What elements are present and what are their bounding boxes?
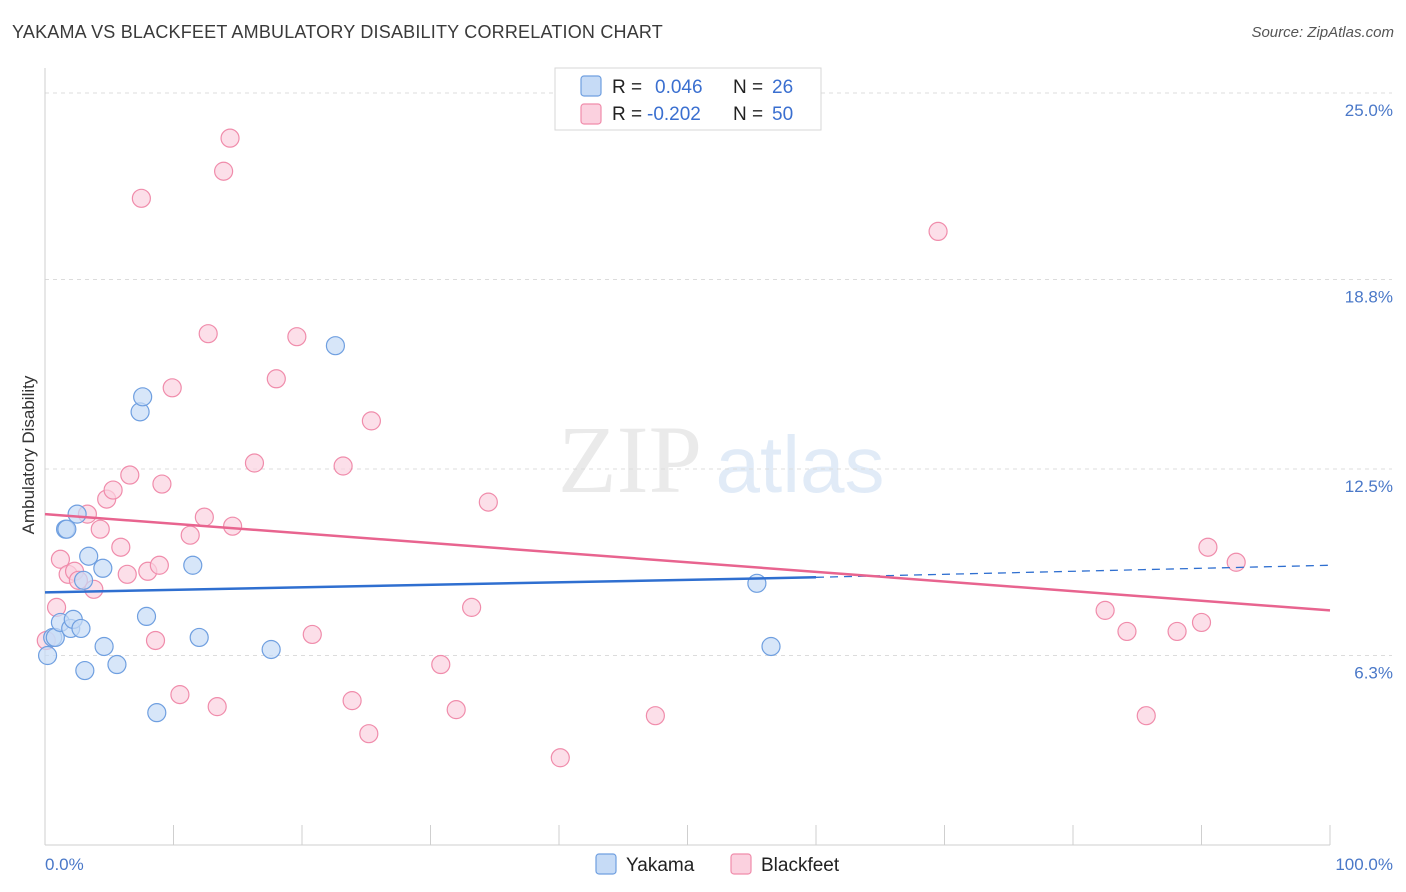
blackfeet-point (431, 654, 451, 675)
bottom-legend-blackfeet: Blackfeet (761, 855, 840, 876)
blackfeet-point (1198, 537, 1218, 557)
bottom-legend-yakama: Yakama (626, 855, 695, 876)
legend-r-value-2: -0.202 (647, 104, 701, 125)
yakama-point (189, 627, 209, 648)
chart-title: YAKAMA VS BLACKFEET AMBULATORY DISABILIT… (12, 22, 663, 42)
yakama-trend-line (44, 576, 817, 594)
blackfeet-point (361, 411, 381, 431)
yakama-point (183, 555, 203, 575)
blackfeet-point (244, 453, 265, 473)
blackfeet-point (149, 555, 169, 575)
yakama-point (261, 639, 281, 660)
blackfeet-point (180, 525, 200, 545)
yakama-point (37, 645, 58, 666)
blackfeet-point (302, 624, 322, 645)
bottom-legend-swatch-yakama (595, 853, 617, 875)
x-tick-label-max: 100.0% (1335, 855, 1393, 874)
blackfeet-point (223, 516, 243, 536)
yakama-point (93, 558, 113, 578)
blackfeet-point (90, 519, 110, 539)
axes (44, 68, 1331, 846)
blackfeet-point (117, 564, 137, 584)
blackfeet-point (214, 161, 234, 181)
watermark-zip: ZIP (558, 406, 702, 513)
blackfeet-point (103, 480, 123, 500)
legend-n-value-1: 26 (772, 77, 793, 98)
blackfeet-point (145, 630, 166, 651)
blackfeet-point (266, 369, 286, 389)
yakama-point (94, 636, 114, 657)
blackfeet-point (111, 537, 131, 557)
blackfeet-point (1191, 612, 1212, 633)
blackfeet-point (1095, 600, 1115, 620)
yakama-point (71, 618, 91, 639)
y-tick-label: 12.5% (1345, 477, 1393, 496)
blackfeet-point (194, 507, 214, 527)
watermark-atlas: atlas (716, 420, 885, 509)
blackfeet-point (1136, 706, 1156, 726)
grid-lines (45, 92, 1392, 657)
blackfeet-point (928, 221, 948, 241)
yakama-point (57, 519, 77, 539)
blackfeet-point (152, 474, 172, 494)
yakama-point (147, 703, 167, 723)
blackfeet-point (645, 706, 665, 726)
blackfeet-point (462, 597, 482, 617)
yakama-point (325, 336, 346, 356)
blackfeet-point (207, 697, 227, 717)
blackfeet-point (170, 685, 190, 705)
yakama-point (79, 546, 99, 566)
legend-n-value-2: 50 (772, 104, 793, 125)
yakama-trend-extension (815, 564, 1331, 578)
blackfeet-point (478, 492, 498, 512)
tick-labels: 6.3% 12.5% 18.8% 25.0% 0.0% 100.0% (45, 101, 1393, 874)
blackfeet-point (1167, 621, 1187, 642)
blackfeet-point (131, 188, 151, 208)
blackfeet-point (359, 724, 379, 744)
source-label: Source: ZipAtlas.com (1251, 24, 1394, 41)
series-yakama-points (37, 336, 781, 723)
blackfeet-point (1117, 621, 1137, 642)
blackfeet-point (1226, 552, 1246, 572)
blackfeet-point (220, 128, 240, 148)
yakama-point (75, 660, 95, 681)
blackfeet-point (333, 456, 353, 476)
watermark: ZIP atlas (558, 406, 884, 513)
y-tick-label: 18.8% (1345, 288, 1393, 307)
bottom-legend: Yakama Blackfeet (595, 853, 840, 876)
legend-r-value-1: 0.046 (655, 77, 703, 98)
y-tick-label: 25.0% (1345, 101, 1393, 120)
series-blackfeet-points (36, 128, 1246, 768)
yakama-point (67, 504, 87, 524)
y-axis-label: Ambulatory Disability (19, 375, 38, 534)
yakama-point (747, 573, 767, 593)
legend-swatch-yakama (580, 75, 602, 97)
legend-r-label-2: R = (612, 104, 642, 125)
legend: R = 0.046 N = 26 R = -0.202 N = 50 (554, 67, 822, 131)
blackfeet-point (550, 748, 570, 768)
blackfeet-point (287, 327, 307, 347)
blackfeet-point (162, 378, 182, 398)
blackfeet-point (342, 691, 362, 711)
blackfeet-point (50, 549, 71, 569)
yakama-point (107, 654, 127, 675)
legend-swatch-blackfeet (580, 103, 602, 125)
x-tick-label-min: 0.0% (45, 855, 84, 874)
yakama-point (136, 606, 157, 627)
blackfeet-point (198, 324, 218, 344)
yakama-point (73, 570, 94, 590)
legend-r-label-1: R = (612, 77, 642, 98)
legend-n-label-2: N = (733, 104, 763, 125)
blackfeet-trend-line (44, 512, 1331, 612)
yakama-point (761, 636, 781, 657)
legend-n-label-1: N = (733, 77, 763, 98)
trend-lines (44, 512, 1331, 612)
yakama-point (133, 387, 153, 407)
blackfeet-point (446, 700, 466, 720)
blackfeet-point (120, 465, 140, 485)
bottom-legend-swatch-blackfeet (730, 853, 752, 875)
y-tick-label: 6.3% (1354, 664, 1393, 683)
